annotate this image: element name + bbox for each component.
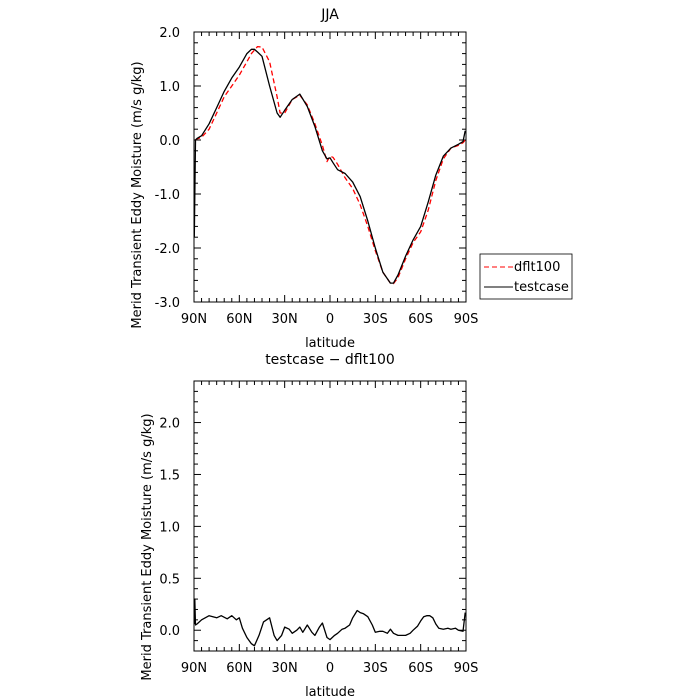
x-tick-label: 90N bbox=[181, 312, 207, 327]
chart-bottom-title: testcase − dflt100 bbox=[265, 352, 395, 368]
y-tick-label: 2.0 bbox=[159, 417, 180, 432]
x-tick-label: 30N bbox=[272, 661, 298, 676]
top-series-line-dflt100 bbox=[195, 45, 466, 285]
x-tick-label: 30S bbox=[363, 312, 388, 327]
y-tick-label: 0.0 bbox=[159, 624, 180, 639]
x-tick-label: 90S bbox=[454, 312, 479, 327]
bottom-series-line-diff bbox=[193, 598, 466, 647]
x-tick-label: 30N bbox=[272, 312, 298, 327]
chart-top-ylabel: Merid Transient Eddy Moisture (m/s g/kg) bbox=[130, 61, 145, 328]
legend-box bbox=[479, 253, 573, 300]
y-tick-label: 1.0 bbox=[159, 80, 180, 95]
x-tick-label: 60N bbox=[226, 312, 252, 327]
y-tick-label: -2.0 bbox=[155, 242, 180, 257]
x-tick-label: 60N bbox=[226, 661, 252, 676]
y-tick-label: 2.0 bbox=[159, 26, 180, 41]
x-tick-label: 0 bbox=[326, 661, 334, 676]
x-tick-label: 60S bbox=[408, 312, 433, 327]
chart-top-legend: dflt100 testcase bbox=[479, 253, 573, 300]
x-tick-label: 90N bbox=[181, 661, 207, 676]
chart-bottom: testcase − dflt100 90N 60N 30N 0 30S 60S 90S 2.… bbox=[140, 352, 478, 700]
x-tick-label: 0 bbox=[326, 312, 334, 327]
legend-label-dflt100: dflt100 bbox=[514, 260, 560, 275]
y-tick-label: -3.0 bbox=[155, 296, 180, 311]
legend-label-testcase: testcase bbox=[514, 280, 569, 295]
chart-bottom-frame bbox=[193, 380, 467, 652]
y-tick-label: -1.0 bbox=[155, 188, 180, 203]
top-series-line-testcase bbox=[193, 48, 466, 284]
y-tick-label: 0.0 bbox=[159, 134, 180, 149]
y-tick-label: 1.0 bbox=[159, 520, 180, 535]
chart-top-xlabel: latitude bbox=[305, 336, 355, 351]
chart-bottom-xlabel: latitude bbox=[305, 685, 355, 700]
x-tick-label: 30S bbox=[363, 661, 388, 676]
chart-top: JJA 90N 60N 30N 0 30S 60S 90S 2.0 1.0 0.0 -1.0 -2.0… bbox=[130, 7, 573, 351]
x-tick-label: 60S bbox=[408, 661, 433, 676]
y-tick-label: 1.5 bbox=[159, 468, 180, 483]
chart-top-title: JJA bbox=[320, 7, 339, 23]
chart-bottom-ylabel: Merid Transient Eddy Moisture (m/s g/kg) bbox=[140, 413, 155, 680]
x-tick-label: 90S bbox=[454, 661, 479, 676]
y-tick-label: 0.5 bbox=[159, 572, 180, 587]
